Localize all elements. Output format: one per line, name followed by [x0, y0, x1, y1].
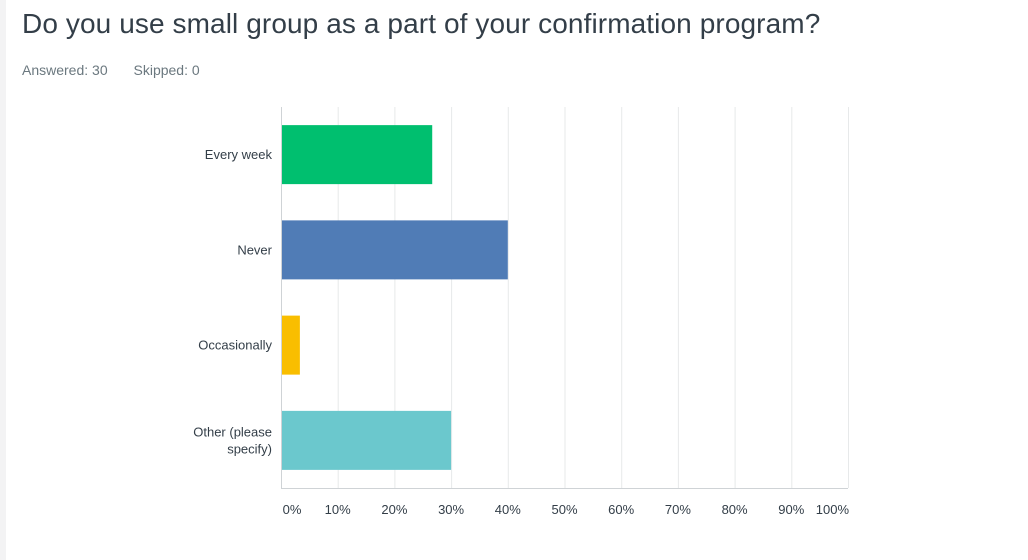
x-tick-label: 0% — [283, 502, 302, 517]
bar-3 — [282, 410, 452, 470]
x-tick-label: 50% — [551, 502, 577, 517]
category-label: Occasionally — [198, 338, 272, 353]
answered-count: Answered: 30 — [22, 62, 108, 78]
x-tick-label: 70% — [665, 502, 691, 517]
category-label: Every week — [205, 147, 273, 162]
bar-1 — [282, 220, 508, 280]
skipped-count: Skipped: 0 — [133, 62, 200, 78]
question-title: Do you use small group as a part of your… — [22, 8, 821, 39]
x-tick-label: 80% — [722, 502, 748, 517]
x-tick-label: 10% — [325, 502, 351, 517]
x-tick-label: 20% — [381, 502, 407, 517]
x-tick-label: 60% — [608, 502, 634, 517]
response-stats: Answered: 30 Skipped: 0 — [22, 62, 200, 78]
category-label: Other (please — [193, 424, 272, 439]
bar-2 — [282, 315, 300, 375]
x-tick-label: 90% — [778, 502, 804, 517]
left-edge-divider — [0, 0, 6, 560]
category-label: Never — [237, 242, 272, 257]
x-tick-label: 40% — [495, 502, 521, 517]
bar-0 — [282, 125, 433, 185]
x-tick-label: 100% — [816, 502, 850, 517]
x-tick-label: 30% — [438, 502, 464, 517]
category-label: specify) — [227, 441, 272, 456]
